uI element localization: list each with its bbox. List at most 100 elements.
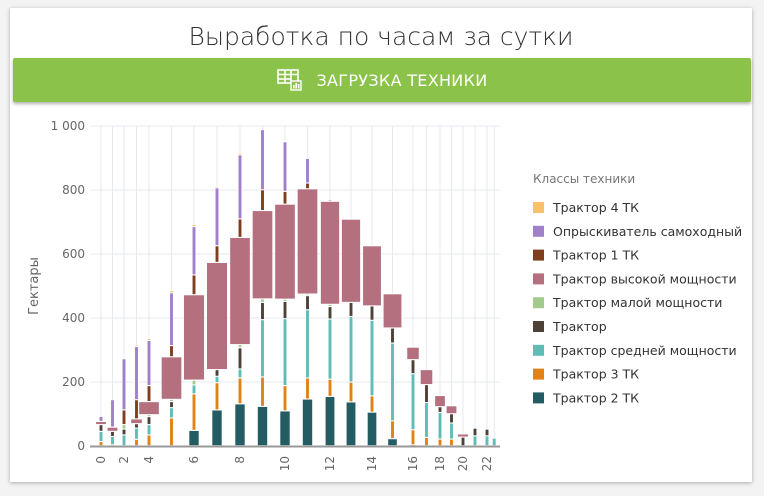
bar-segment	[305, 377, 310, 400]
bar-segment	[327, 318, 333, 380]
bar-segment	[369, 395, 375, 413]
legend-swatch	[533, 392, 544, 404]
legend-item[interactable]: Трактор малой мощности	[533, 295, 722, 310]
bar-segment	[252, 210, 273, 299]
bar-segment	[305, 182, 310, 189]
bar-segment	[134, 344, 139, 347]
y-tick-label: 600	[62, 247, 85, 261]
bar-segment	[279, 410, 291, 446]
legend-item[interactable]: Трактор 3 ТК	[533, 367, 639, 382]
legend-item[interactable]: Трактор 4 ТК	[533, 200, 639, 215]
x-tick-label: 20	[456, 456, 470, 471]
bar-segment	[382, 293, 403, 329]
legend-swatch	[533, 273, 544, 285]
bar-segment	[390, 420, 395, 439]
x-tick-label: 0	[94, 456, 108, 464]
legend-swatch	[533, 202, 544, 213]
bar-segment	[305, 309, 310, 378]
bar-segment	[146, 338, 152, 341]
bar-segment	[324, 396, 336, 446]
bar-segment	[110, 431, 115, 437]
bar-segment	[191, 380, 197, 385]
legend-label: Трактор 4 ТК	[552, 200, 639, 215]
chart-card: Выработка по часам за сутки ЗАГРУЗКА ТЕХ…	[10, 8, 752, 482]
legend-item[interactable]: Трактор средней мощности	[533, 343, 737, 358]
bar-segment	[134, 428, 139, 440]
legend-item[interactable]: Трактор высокой мощности	[533, 271, 737, 286]
bar-segment	[484, 429, 490, 436]
bar-segment	[282, 385, 288, 411]
bar-segment	[188, 430, 200, 446]
bar-segment	[121, 424, 127, 430]
bar-segment	[110, 399, 115, 428]
x-tick-label: 4	[142, 456, 156, 464]
bar-segment	[146, 424, 152, 435]
legend-item[interactable]: Опрыскиватель самоходный	[533, 224, 742, 239]
bar-segment	[237, 377, 243, 404]
bar-segment	[449, 422, 454, 440]
bar-segment	[437, 406, 443, 413]
legend-swatch	[533, 321, 544, 332]
legend-label: Трактор малой мощности	[552, 295, 722, 310]
bar-segment	[237, 154, 243, 219]
bar-segment	[134, 346, 139, 400]
bar-segment	[110, 436, 115, 445]
legend-item[interactable]: Трактор	[533, 319, 607, 334]
legend-item[interactable]: Трактор 2 ТК	[533, 390, 639, 405]
x-tick-label: 16	[406, 456, 420, 471]
legend-swatch	[533, 225, 544, 237]
bar-segment	[327, 304, 333, 307]
bar-segment	[191, 393, 197, 431]
bar-segment	[130, 418, 143, 424]
bar-segment	[98, 424, 104, 432]
x-tick-label: 8	[233, 456, 247, 464]
legend-item[interactable]: Трактор 1 ТК	[533, 248, 639, 263]
bar-segment	[98, 441, 104, 446]
bar-segment	[327, 306, 333, 320]
y-tick-label: 1 000	[51, 119, 85, 133]
bar-segment	[341, 219, 361, 303]
legend-swatch	[533, 344, 544, 356]
bar-segment	[390, 342, 395, 421]
bar-segment	[348, 316, 354, 383]
bar-segment	[449, 413, 454, 424]
bar-segment	[146, 434, 152, 446]
bar-segment	[134, 399, 139, 419]
bar-segment	[305, 158, 310, 184]
bar-segment	[161, 356, 182, 400]
bar-segment	[234, 403, 246, 446]
table-chart-icon	[276, 69, 302, 91]
bar-segment	[98, 431, 104, 442]
bar-segment	[437, 412, 443, 440]
legend-label: Трактор 2 ТК	[552, 390, 639, 405]
legend-label: Опрыскиватель самоходный	[553, 224, 742, 239]
load-equipment-button[interactable]: ЗАГРУЗКА ТЕХНИКИ	[13, 58, 751, 102]
bar-segment	[410, 429, 416, 445]
bar-segment	[424, 402, 429, 438]
bar-segment	[121, 434, 127, 446]
legend-label: Трактор средней мощности	[552, 343, 737, 358]
bar-segment	[191, 224, 197, 227]
bar-segment	[183, 294, 205, 381]
bar-segment	[406, 347, 420, 360]
bar-segment	[460, 437, 466, 446]
bar-segment	[345, 401, 357, 446]
bar-segment	[257, 406, 268, 446]
bar-segment	[437, 438, 443, 446]
x-tick-label: 2	[117, 456, 131, 464]
y-tick-label: 400	[62, 311, 85, 325]
legend-title: Классы техники	[533, 172, 635, 186]
bar-segment	[327, 199, 333, 202]
bar-segment	[410, 373, 416, 430]
y-tick-label: 200	[62, 375, 85, 389]
legend-swatch	[533, 368, 544, 380]
bar-segment	[484, 435, 490, 446]
bar-segment	[472, 435, 478, 446]
bar-segment	[369, 305, 375, 321]
bar-segment	[362, 245, 382, 306]
x-tick-label: 12	[323, 456, 337, 471]
bar-segment	[390, 327, 395, 344]
y-axis-title: Гектары	[27, 257, 42, 315]
bar-segment	[169, 345, 174, 357]
bar-segment	[169, 401, 174, 408]
